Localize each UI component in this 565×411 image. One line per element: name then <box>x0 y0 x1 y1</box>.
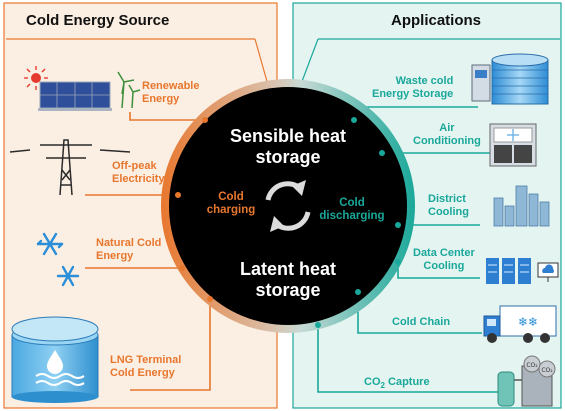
app-air-conditioning: Air Conditioning <box>413 122 481 147</box>
source-renewable-energy: Renewable Energy <box>142 80 200 105</box>
left-panel-title: Cold Energy Source <box>26 12 170 29</box>
cold-charging-label: Cold charging <box>206 191 256 217</box>
lng-tank-icon <box>11 316 99 403</box>
refrigerated-truck-icon: ❄❄ <box>483 305 557 343</box>
svg-text:❄❄: ❄❄ <box>518 315 538 329</box>
server-rack-icon <box>486 258 559 284</box>
junction-dots <box>175 117 213 302</box>
app-district-cooling: District Cooling <box>428 193 469 218</box>
svg-text:CO₂: CO₂ <box>541 367 553 374</box>
air-conditioner-icon <box>489 123 537 167</box>
storage-circle <box>169 87 407 325</box>
storage-tank-icon <box>471 53 549 105</box>
source-natural-cold-energy: Natural Cold Energy <box>96 237 162 262</box>
app-co2-capture: CO2 Capture <box>364 376 430 391</box>
app-cold-chain: Cold Chain <box>392 316 451 328</box>
co2-capture-icon: CO₂ CO₂ <box>497 355 556 407</box>
solar-panel-wind-turbine-icon <box>24 66 141 111</box>
cold-discharging-label: Cold discharging <box>319 197 385 223</box>
right-panel-title: Applications <box>391 12 482 29</box>
left-connectors <box>85 112 211 391</box>
snowflake-icon <box>36 232 80 287</box>
svg-text:CO₂: CO₂ <box>526 362 538 369</box>
app-data-center-cooling: Data Center Cooling <box>413 247 475 272</box>
app-waste-cold-storage: Waste cold Energy Storage <box>372 75 454 100</box>
power-tower-icon <box>9 139 131 196</box>
city-buildings-icon <box>493 185 550 227</box>
latent-heat-storage-label: Latent heat storage <box>239 259 336 300</box>
source-off-peak-electricity: Off-peak Electricity <box>112 160 165 185</box>
source-lng-terminal: LNG Terminal Cold Energy <box>110 354 182 379</box>
sensible-heat-storage-label: Sensible heat storage <box>229 126 347 167</box>
